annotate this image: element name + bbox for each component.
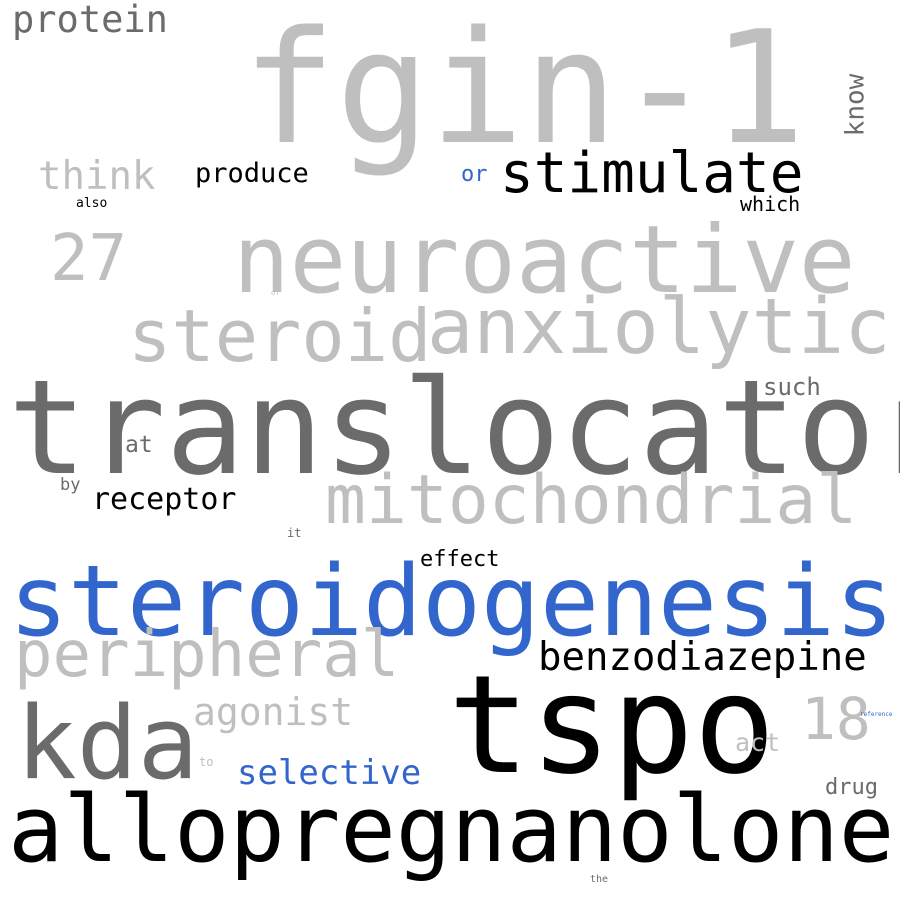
word-translocator: translocator <box>8 351 900 504</box>
word-or: or <box>461 162 488 187</box>
word-benzodiazepine: benzodiazepine <box>538 635 867 680</box>
word-at: at <box>125 432 153 458</box>
word-to: to <box>199 755 214 769</box>
word-agonist: agonist <box>193 690 354 734</box>
word-know: know <box>840 73 871 137</box>
word-steroid: steroid <box>128 294 432 378</box>
word-selective: selective <box>237 753 422 793</box>
word-protein: protein <box>12 0 168 41</box>
word-stimulate: stimulate <box>500 141 804 206</box>
word-reference: reference <box>860 711 893 718</box>
word-27: 27 <box>50 222 128 296</box>
word-allopregnanolone: allopregnanolone <box>8 776 895 883</box>
word-produce: produce <box>195 158 309 189</box>
word-think: think <box>38 154 156 199</box>
word-effect: effect <box>420 547 500 572</box>
word-mitochondrial: mitochondrial <box>325 461 858 540</box>
word-the: the <box>590 874 609 885</box>
word-act: act <box>735 728 781 757</box>
word-by: by <box>60 475 81 495</box>
word-steroidogenesis: steroidogenesis <box>9 545 895 659</box>
word-peripheral: peripheral <box>14 618 400 692</box>
word-18: 18 <box>801 685 871 753</box>
word-which: which <box>740 192 801 216</box>
word-receptor: receptor <box>92 482 237 517</box>
word-neuroactive: neuroactive <box>233 206 856 315</box>
word-such: such <box>763 373 821 401</box>
word-it: it <box>287 526 302 540</box>
word-kda: kda <box>16 684 199 802</box>
word-also: also <box>76 196 108 211</box>
word-fgin-1: fgin-1 <box>242 0 806 179</box>
word-tspo: tspo <box>448 647 776 805</box>
word-drug: drug <box>825 775 878 800</box>
word-of: of <box>271 289 280 297</box>
word-anxiolytic: anxiolytic <box>427 283 891 372</box>
